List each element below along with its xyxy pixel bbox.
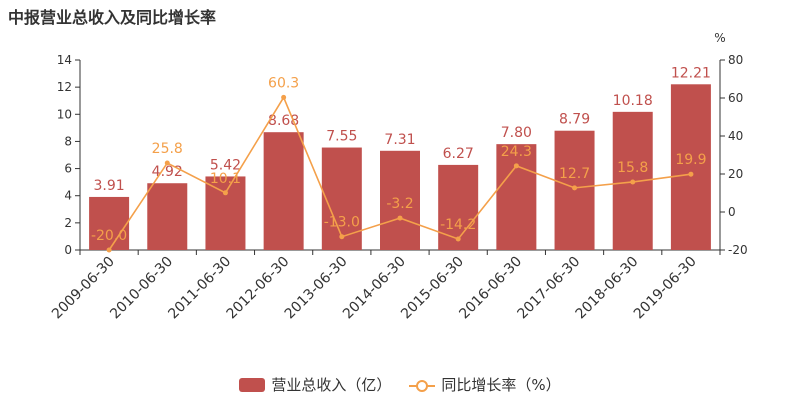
chart-title: 中报营业总收入及同比增长率: [8, 8, 217, 27]
y-left-tick-label: 12: [57, 80, 72, 94]
growth-point: [455, 236, 461, 242]
y-right-tick-label: 40: [728, 129, 743, 143]
growth-point: [164, 160, 170, 166]
bar-value-label: 4.92: [152, 164, 183, 180]
bar-value-label: 7.55: [326, 129, 357, 145]
legend-line-swatch: [409, 378, 436, 392]
y-right-tick-label: 0: [728, 205, 736, 219]
growth-value-label: -14.2: [440, 217, 476, 233]
growth-value-label: 15.8: [617, 160, 648, 176]
bar-value-label: 7.31: [384, 132, 415, 148]
y-right-tick-label: -20: [728, 243, 748, 257]
growth-point: [572, 185, 578, 191]
growth-point: [397, 215, 403, 221]
y-right-tick-label: 20: [728, 167, 743, 181]
growth-point: [630, 179, 636, 185]
x-tick-label: 2019-06-30: [631, 254, 700, 323]
bar-value-label: 10.18: [613, 93, 653, 109]
y-left-tick-label: 10: [57, 107, 72, 121]
legend-bar-swatch: [239, 377, 266, 392]
bar-value-label: 3.91: [94, 178, 125, 194]
y-left-tick-label: 0: [64, 243, 72, 257]
y-right-tick-label: 60: [728, 91, 743, 105]
growth-value-label: -13.0: [324, 215, 360, 231]
growth-value-label: 25.8: [152, 141, 183, 157]
legend-item-growth[interactable]: 同比增长率（%）: [409, 374, 561, 395]
growth-point: [339, 234, 345, 240]
growth-value-label: -20.0: [91, 228, 127, 244]
y-right-unit-label: %: [714, 31, 725, 45]
y-left-tick-label: 6: [64, 162, 72, 176]
bar: [147, 183, 188, 250]
y-left-tick-label: 8: [64, 134, 72, 148]
y-left-tick-label: 14: [57, 53, 72, 67]
bar: [438, 164, 479, 250]
growth-value-label: 10.1: [210, 171, 241, 187]
y-left-tick-label: 2: [64, 216, 72, 230]
growth-value-label: -3.2: [386, 196, 413, 212]
bar: [89, 196, 130, 250]
growth-value-label: 12.7: [559, 166, 590, 182]
growth-point: [222, 190, 228, 196]
legend-label-revenue: 营业总收入（亿）: [271, 376, 392, 394]
chart-legend: 营业总收入（亿） 同比增长率（%）: [0, 374, 800, 395]
bar-value-label: 5.42: [210, 157, 241, 173]
bar: [496, 144, 537, 250]
bar: [263, 132, 304, 250]
bar: [380, 150, 420, 250]
bar-value-label: 6.27: [443, 146, 474, 162]
bar: [670, 84, 711, 251]
bar: [205, 176, 246, 250]
bar-value-label: 12.21: [671, 65, 711, 81]
growth-value-label: 19.9: [675, 152, 706, 168]
growth-point: [281, 94, 287, 100]
bar-value-label: 8.79: [559, 112, 590, 128]
growth-value-label: 24.3: [501, 144, 532, 160]
growth-point: [688, 171, 694, 177]
legend-label-growth: 同比增长率（%）: [441, 376, 561, 394]
growth-value-label: 60.3: [268, 75, 299, 91]
legend-item-revenue[interactable]: 营业总收入（亿）: [239, 374, 391, 395]
bar-value-label: 7.80: [501, 125, 532, 141]
y-left-tick-label: 4: [64, 189, 72, 203]
growth-point: [513, 163, 519, 169]
growth-point: [106, 247, 112, 253]
y-right-tick-label: 80: [728, 53, 743, 67]
